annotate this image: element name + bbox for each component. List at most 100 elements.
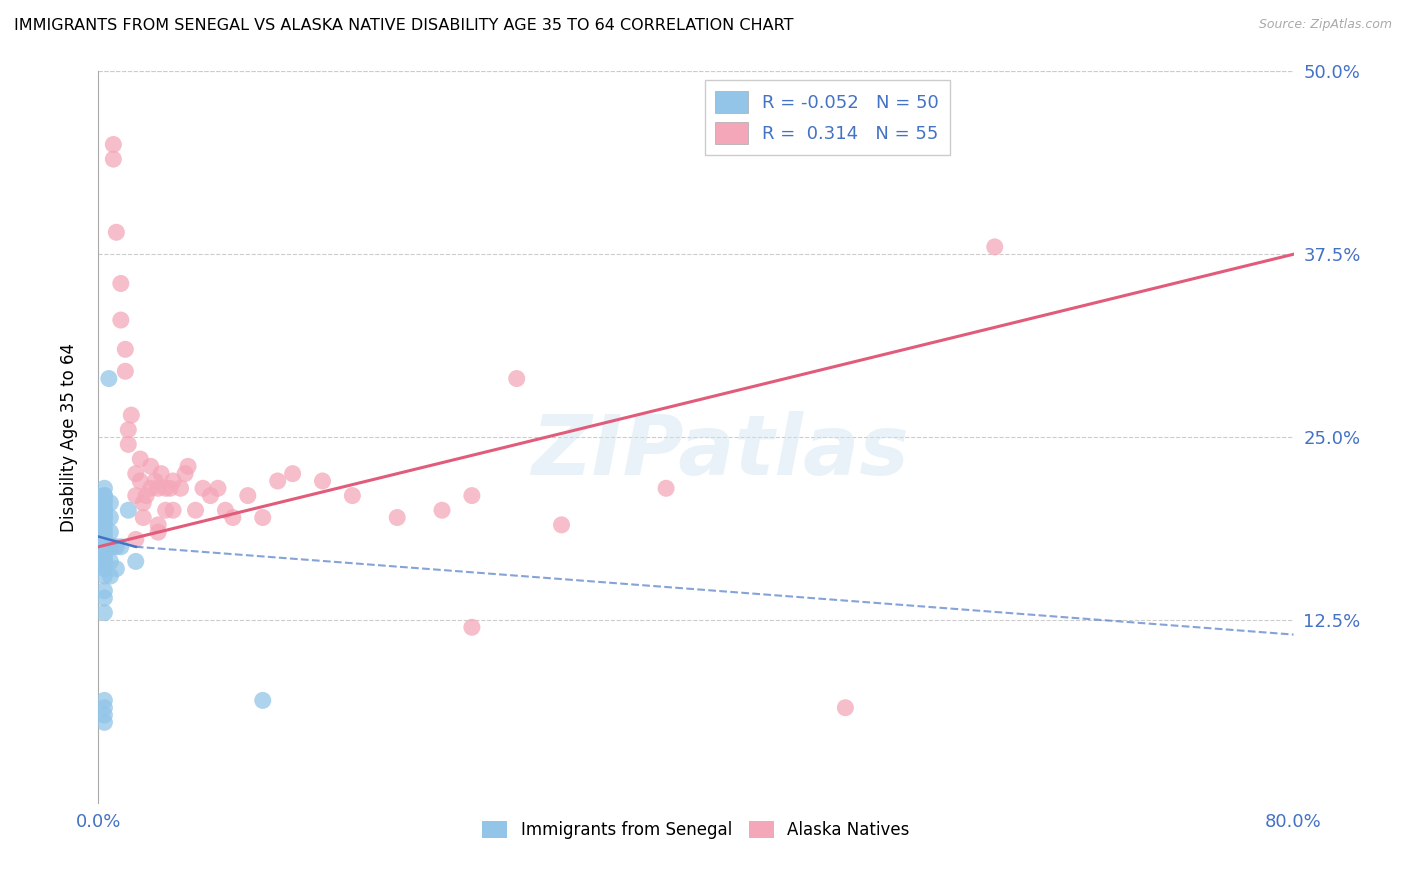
Point [155,503,177,517]
Point [143,474,166,488]
Point [174,467,197,481]
Point [93,503,115,517]
Point [162,503,184,517]
Point [311,474,333,488]
Point [191,481,214,495]
Point [125,489,148,503]
Point [93,700,115,714]
Point [550,517,572,532]
Point [105,562,128,576]
Point [114,364,136,378]
Point [252,693,274,707]
Point [252,510,274,524]
Point [117,423,139,437]
Point [281,467,304,481]
Point [162,474,184,488]
Point [93,493,115,508]
Y-axis label: Disability Age 35 to 64: Disability Age 35 to 64 [59,343,77,532]
Point [93,508,115,522]
Point [103,137,125,152]
Point [93,549,115,564]
Point [114,343,136,357]
Point [169,481,191,495]
Point [93,510,115,524]
Point [148,517,170,532]
Point [93,528,115,542]
Point [105,540,128,554]
Point [93,562,115,576]
Point [93,533,115,547]
Point [93,554,115,568]
Point [93,558,115,573]
Point [132,510,155,524]
Point [93,517,115,532]
Point [93,503,115,517]
Point [150,467,173,481]
Point [98,510,122,524]
Point [207,481,229,495]
Point [125,467,148,481]
Point [430,503,453,517]
Point [93,481,115,495]
Point [93,540,115,554]
Point [222,510,245,524]
Point [93,496,115,510]
Point [93,540,115,554]
Point [93,489,115,503]
Point [103,152,125,166]
Point [98,569,122,583]
Point [148,481,170,495]
Point [655,481,678,495]
Point [93,583,115,598]
Point [110,540,132,554]
Point [93,693,115,707]
Point [98,525,122,540]
Point [120,408,142,422]
Point [267,474,290,488]
Point [132,496,155,510]
Point [834,700,856,714]
Point [98,540,122,554]
Text: Source: ZipAtlas.com: Source: ZipAtlas.com [1258,18,1392,31]
Point [93,500,115,515]
Text: IMMIGRANTS FROM SENEGAL VS ALASKA NATIVE DISABILITY AGE 35 TO 64 CORRELATION CHA: IMMIGRANTS FROM SENEGAL VS ALASKA NATIVE… [14,18,793,33]
Legend: Immigrants from Senegal, Alaska Natives: Immigrants from Senegal, Alaska Natives [475,814,917,846]
Point [177,459,200,474]
Point [159,481,181,495]
Point [117,437,139,451]
Point [93,515,115,529]
Point [200,489,222,503]
Point [135,489,157,503]
Point [93,708,115,723]
Point [125,554,148,568]
Point [984,240,1007,254]
Point [214,503,236,517]
Point [129,474,152,488]
Point [93,489,115,503]
Point [117,503,139,517]
Point [110,277,132,291]
Point [93,544,115,558]
Point [93,554,115,568]
Point [93,510,115,524]
Point [97,371,120,385]
Point [93,542,115,557]
Point [98,554,122,568]
Point [110,313,132,327]
Point [125,533,148,547]
Point [139,481,162,495]
Point [129,452,152,467]
Point [155,481,177,495]
Point [236,489,259,503]
Point [184,503,207,517]
Point [461,620,484,634]
Point [506,371,529,385]
Point [93,533,115,547]
Point [93,547,115,561]
Point [98,496,122,510]
Point [342,489,364,503]
Point [93,522,115,536]
Point [148,525,170,540]
Point [93,569,115,583]
Point [105,225,128,239]
